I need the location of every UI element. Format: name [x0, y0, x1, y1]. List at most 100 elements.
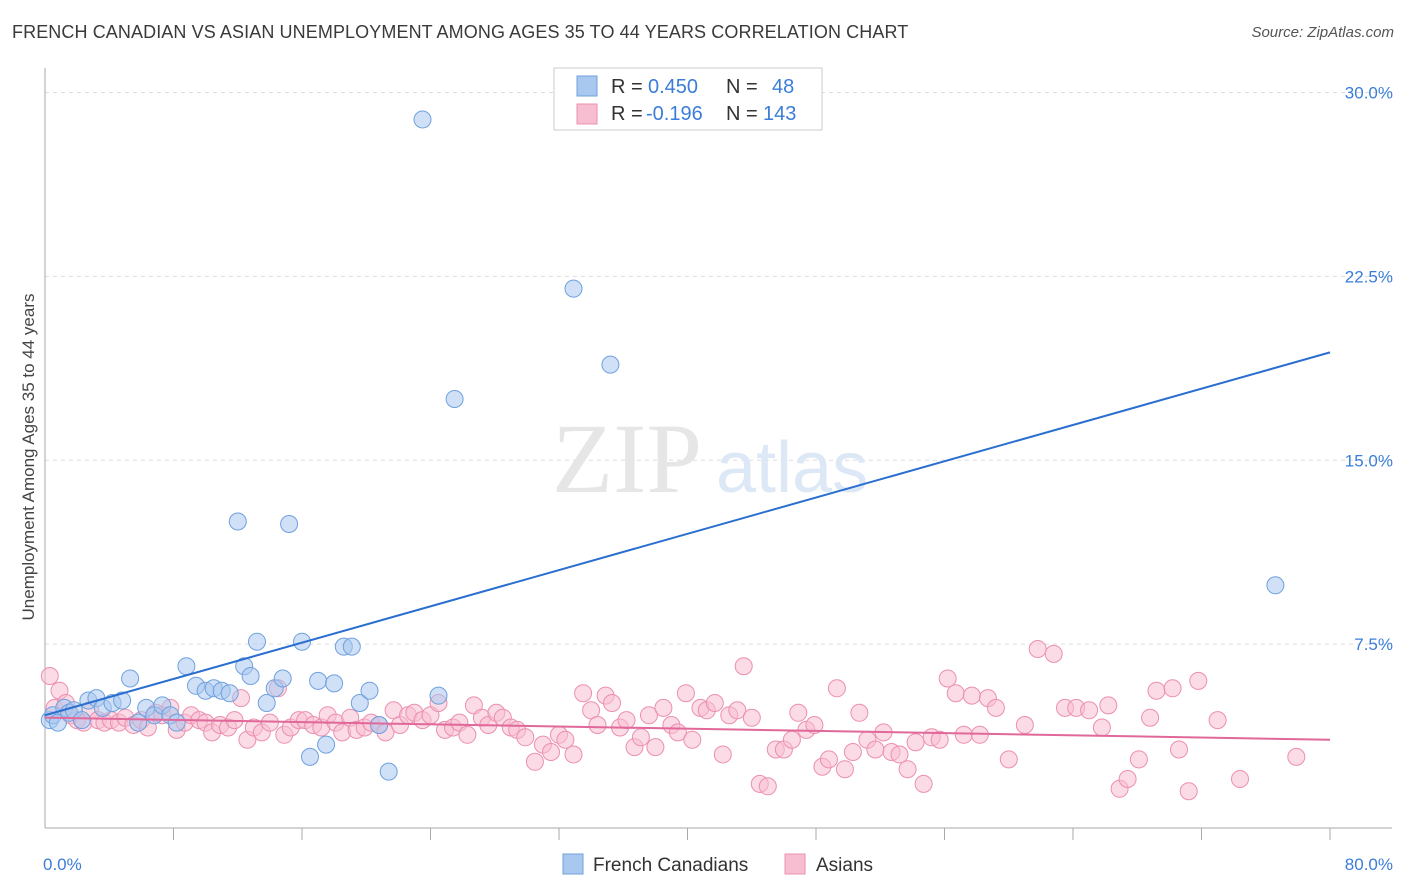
- asians-point-89: [683, 730, 702, 749]
- french-canadians-point-46: [445, 390, 464, 408]
- french-canadians-point-18: [167, 713, 186, 732]
- asians-point-97: [742, 708, 761, 727]
- asians-point-147: [1208, 711, 1227, 730]
- asians-point-0: [40, 667, 59, 685]
- asians-point-59: [458, 725, 477, 744]
- asians-point-80: [617, 711, 636, 730]
- french-canadians-point-48: [601, 355, 620, 374]
- watermark-zip: ZIP: [552, 403, 702, 514]
- french-canadians-point-32: [280, 515, 299, 533]
- french-canadians-point-47: [564, 279, 583, 298]
- french-canadians-point-49: [1266, 576, 1285, 595]
- legend-n-value-2: 143: [763, 103, 796, 125]
- asians-point-84: [646, 738, 665, 757]
- asians-point-122: [938, 669, 957, 688]
- asians-point-140: [1129, 750, 1148, 769]
- asians-point-117: [898, 760, 917, 779]
- asians-point-139: [1118, 770, 1137, 788]
- bottom-legend-swatch-blue: [562, 853, 584, 875]
- y-tick-label-2: 22.5%: [1345, 267, 1393, 286]
- asians-point-141: [1141, 708, 1160, 727]
- stats-legend: R = 0.450 N = 48 R = -0.196 N = 143: [553, 67, 823, 131]
- asians-point-145: [1179, 782, 1198, 801]
- french-canadians-point-35: [309, 671, 328, 690]
- x-tick-label-1: 80.0%: [1345, 855, 1393, 874]
- chart-title: FRENCH CANADIAN VS ASIAN UNEMPLOYMENT AM…: [12, 22, 909, 42]
- asians-point-109: [835, 760, 854, 779]
- french-canadians-point-41: [360, 681, 379, 700]
- asians-point-131: [1028, 640, 1047, 658]
- french-canadians-point-43: [379, 762, 398, 781]
- bottom-legend-label-blue: French Canadians: [593, 855, 748, 876]
- y-tick-label-0: 7.5%: [1354, 635, 1393, 654]
- x-tick-label-0: 0.0%: [43, 855, 82, 874]
- asians-point-144: [1170, 740, 1188, 759]
- legend-swatch-blue: [576, 75, 598, 97]
- asians-point-70: [542, 743, 560, 761]
- asians-point-149: [1287, 747, 1306, 766]
- french-canadians-point-37: [325, 674, 344, 693]
- asians-point-146: [1189, 671, 1208, 690]
- french-canadians-point-31: [273, 669, 292, 688]
- asians-point-72: [556, 730, 575, 749]
- asians-point-105: [805, 716, 824, 734]
- trend-lines: [44, 351, 1331, 741]
- french-canadians-point-44: [413, 110, 432, 129]
- french-canadians-point-28: [248, 632, 266, 651]
- asians-point-95: [728, 701, 747, 720]
- asians-point-132: [1044, 644, 1063, 663]
- legend-n-value-1: 48: [772, 76, 794, 98]
- french-canadians-point-42: [370, 716, 389, 734]
- asians-point-118: [906, 733, 925, 752]
- legend-n-label-2: N =: [726, 103, 758, 125]
- asians-point-142: [1147, 681, 1166, 700]
- french-canadians-point-11: [113, 691, 132, 710]
- asians-point-143: [1163, 679, 1182, 698]
- asians-point-92: [705, 694, 724, 712]
- asians-point-103: [789, 703, 808, 722]
- asians-point-123: [946, 684, 965, 703]
- asians-point-68: [525, 752, 544, 771]
- asians-point-88: [676, 684, 695, 703]
- french-canadians-point-36: [317, 735, 336, 754]
- french-canadians-point-12: [121, 669, 140, 688]
- asians-point-137: [1099, 696, 1118, 715]
- asians-point-128: [986, 698, 1005, 717]
- asians-point-121: [930, 730, 949, 749]
- french-canadians-point-29: [257, 694, 276, 712]
- asians-point-110: [843, 743, 862, 761]
- french-canadians-point-39: [342, 637, 361, 656]
- french-canadians-point-45: [429, 686, 448, 705]
- asians-point-96: [734, 657, 753, 676]
- french-canadians-point-27: [241, 667, 260, 685]
- asians-point-129: [999, 750, 1018, 769]
- asians-point-82: [631, 728, 650, 747]
- y-tick-label-3: 30.0%: [1345, 84, 1393, 103]
- asians-point-125: [962, 686, 981, 705]
- french-canadians-point-24: [220, 684, 239, 703]
- legend-swatch-pink: [576, 103, 598, 125]
- asians-point-111: [850, 703, 869, 722]
- asians-point-85: [654, 698, 673, 717]
- watermark-atlas: atlas: [716, 428, 868, 508]
- series-legend: French Canadians Asians: [562, 853, 873, 876]
- asians-point-130: [1015, 716, 1034, 734]
- asians-point-107: [819, 750, 838, 769]
- asians-point-99: [758, 777, 777, 796]
- axes: [44, 68, 1392, 840]
- french-canadians-point-25: [228, 512, 247, 531]
- asians-point-113: [866, 740, 885, 759]
- asians-point-74: [574, 684, 593, 703]
- y-tick-label-1: 15.0%: [1345, 451, 1393, 470]
- asians-point-73: [564, 745, 583, 764]
- legend-r-value-1: 0.450: [648, 76, 698, 98]
- stats-legend-box: [553, 67, 823, 131]
- asians-point-83: [640, 706, 658, 725]
- x-tick-labels: 0.0% 80.0%: [43, 855, 1393, 874]
- french-canadians-point-34: [301, 747, 319, 766]
- asians-point-108: [827, 679, 846, 698]
- zipatlas-watermark: ZIP atlas: [552, 403, 868, 514]
- asians-point-76: [588, 716, 607, 734]
- y-tick-labels: 7.5% 15.0% 22.5% 30.0%: [1345, 84, 1393, 655]
